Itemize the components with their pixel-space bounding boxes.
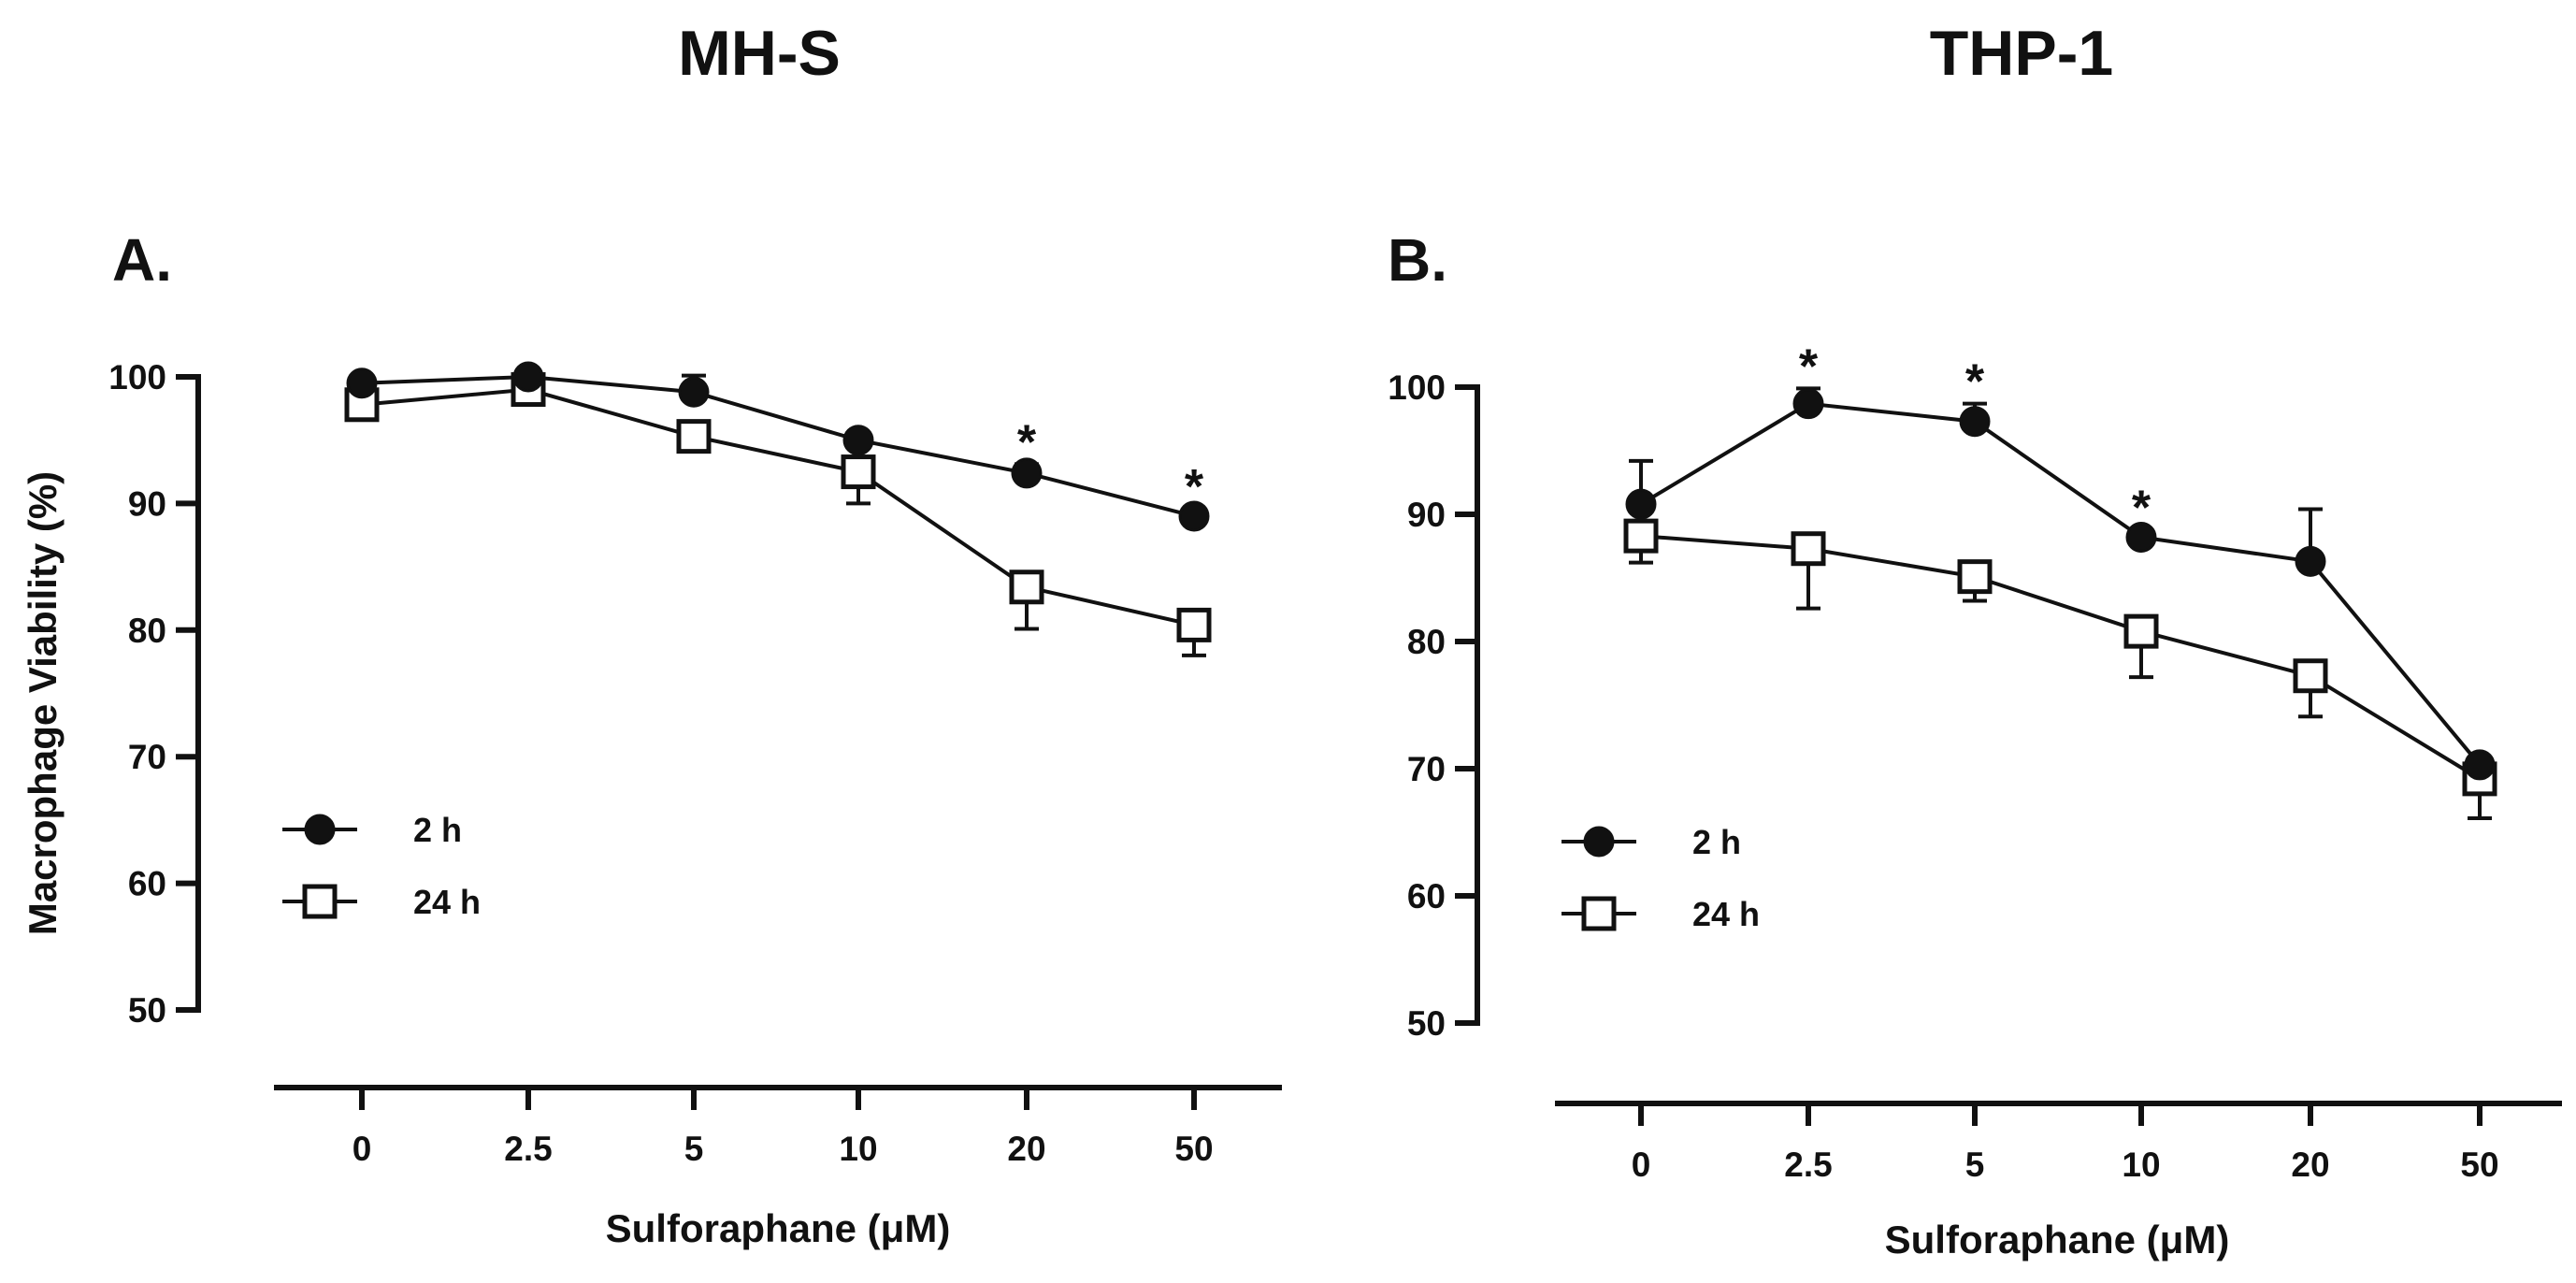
panel-b-point-24h	[1623, 518, 1659, 554]
panel-b-point-24h	[2293, 658, 2328, 694]
panel-b-legend: 2 h 24 h	[1561, 823, 1760, 933]
panel-b-x-tick-label: 2.5	[1784, 1146, 1832, 1184]
panel-b-y-tick-label: 90	[1407, 496, 1446, 534]
panel-b-point-24h	[1791, 531, 1826, 567]
panel-b-y-tick-label: 50	[1407, 1004, 1446, 1043]
panel-b-legend-24h-label: 24 h	[1692, 895, 1760, 933]
panel-a-y-tick-label: 90	[128, 484, 166, 523]
panel-a-point-2h	[512, 361, 544, 393]
panel-a-point-24h	[841, 454, 876, 490]
panel-a-label: A.	[112, 226, 172, 294]
panel-a-legend-24h-label: 24 h	[413, 883, 481, 921]
panel-a-y-tick-label: 70	[128, 738, 166, 776]
panel-b-x-tick-label: 5	[1965, 1146, 1985, 1184]
panel-b-series-2h-line	[1639, 401, 2482, 767]
panel-b-y-tick-label: 100	[1388, 368, 1446, 407]
panel-a-x-tick-label: 10	[839, 1130, 877, 1168]
panel-b-significance-star: *	[2132, 481, 2151, 535]
panel-a-series-24h-line	[361, 387, 1195, 627]
panel-b-point-2h	[2464, 749, 2496, 781]
panel-a-y-tick-label: 60	[128, 865, 166, 903]
panel-b-legend-24h-marker	[1581, 896, 1617, 931]
panel-a-y-axis-title: Macrophage Viability (%)	[21, 471, 65, 935]
panel-a-point-24h	[1176, 607, 1212, 642]
panel-a-x-tick-label: 5	[684, 1130, 704, 1168]
panel-b-legend-2h-label: 2 h	[1692, 823, 1741, 861]
panel-a-point-2h	[678, 376, 710, 408]
panel-a-legend-24h-marker	[302, 884, 338, 919]
panel-a-significance-star: *	[1017, 415, 1037, 469]
panel-b-point-2h	[2295, 545, 2326, 577]
panel-b-point-2h	[1959, 406, 1991, 438]
panel-a-y-tick-label: 50	[128, 991, 166, 1030]
panel-b-legend-2h-marker	[1583, 826, 1615, 858]
panel-a-y-tick-label: 80	[128, 612, 166, 650]
panel-b-x-tick-label: 0	[1632, 1146, 1651, 1184]
panel-a-significance-star: *	[1185, 460, 1204, 514]
panel-a-legend-2h-marker	[304, 814, 336, 845]
panel-a-x-axis-title: Sulforaphane (μM)	[606, 1206, 951, 1250]
panel-b-label: B.	[1388, 226, 1447, 294]
panel-b-x-tick-label: 50	[2460, 1146, 2498, 1184]
panel-b-title: THP-1	[1930, 18, 2113, 89]
panel-a-mh-s: MH-S A. Macrophage Viability (%) Sulfora…	[21, 18, 1282, 1250]
panel-b-thp-1: THP-1 B. Sulforaphane (μM) 2 h 24 h 5060…	[1388, 18, 2562, 1261]
panel-b-y-tick-label: 80	[1407, 623, 1446, 661]
panel-b-y-tick-label: 70	[1407, 750, 1446, 788]
panel-b-point-2h	[1792, 388, 1824, 420]
panel-b-point-2h	[1625, 488, 1657, 520]
panel-a-point-2h	[1011, 457, 1043, 489]
panel-a-point-2h	[346, 368, 378, 399]
panel-a-point-2h	[1178, 500, 1210, 532]
panel-a-legend-2h-label: 2 h	[413, 811, 462, 849]
panel-b-y-tick-label: 60	[1407, 877, 1446, 915]
panel-a-y-tick-label: 100	[108, 358, 166, 396]
panel-b-significance-star: *	[1965, 355, 1985, 410]
panel-a-x-tick-label: 20	[1007, 1130, 1045, 1168]
panel-a-x-tick-label: 0	[353, 1130, 372, 1168]
panel-a-legend: 2 h 24 h	[282, 811, 481, 921]
panel-a-x-tick-label: 50	[1174, 1130, 1213, 1168]
panel-b-x-tick-label: 20	[2291, 1146, 2329, 1184]
panel-a-point-2h	[842, 425, 874, 456]
panel-b-point-24h	[2123, 613, 2159, 649]
panel-b-point-2h	[2125, 521, 2157, 553]
panel-a-point-24h	[676, 419, 712, 454]
panel-b-significance-star: *	[1799, 339, 1819, 394]
panel-b-x-tick-label: 10	[2122, 1146, 2160, 1184]
panel-a-title: MH-S	[678, 18, 841, 89]
panel-a-series-2h-line	[361, 374, 1195, 518]
panel-a-point-24h	[1009, 569, 1044, 605]
panel-b-series-24h-line	[1640, 534, 2482, 781]
panel-b-x-axis-title: Sulforaphane (μM)	[1885, 1218, 2230, 1261]
panel-a-x-tick-label: 2.5	[504, 1130, 552, 1168]
panel-b-point-24h	[1957, 559, 1993, 595]
